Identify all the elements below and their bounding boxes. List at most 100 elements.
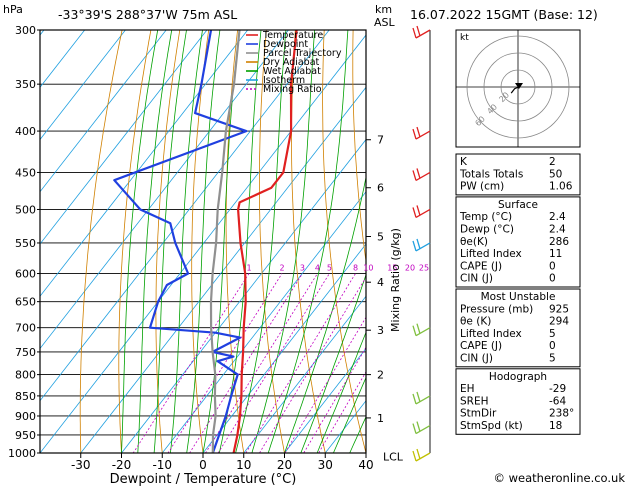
table-row-value: 1.06	[549, 181, 573, 193]
pressure-tick-label: 900	[15, 410, 36, 423]
barb-flag	[412, 207, 417, 218]
table-row-value: 5	[549, 353, 556, 365]
km-tick-label: 5	[377, 231, 384, 244]
mixing-ratio-label: 25	[419, 264, 429, 273]
wet-adiabat	[169, 30, 203, 453]
table-box	[455, 196, 581, 288]
pressure-tick-label: 750	[15, 346, 36, 359]
mixing-ratio-label: 3	[300, 264, 305, 273]
table-row-value: 18	[549, 420, 562, 432]
series-parcel-trajectory	[209, 30, 241, 453]
table-row-value: 0	[549, 260, 556, 272]
table-row-label: SREH	[460, 395, 489, 407]
dry-adiabat	[352, 30, 366, 264]
table-row-label: CAPE (J)	[460, 260, 502, 272]
hodograph-ring	[483, 52, 553, 122]
x-axis-label: Dewpoint / Temperature (°C)	[110, 472, 297, 486]
km-tick-label: LCL	[383, 450, 404, 463]
mixing-ratio-label: 2	[279, 264, 284, 273]
asl-label: ASL	[374, 16, 396, 29]
mixing-ratio-line	[259, 276, 366, 453]
table-row-label: Lifted Index	[460, 248, 522, 260]
wind-barb	[412, 238, 431, 252]
barb-flag	[412, 450, 417, 462]
wet-adiabat	[121, 30, 159, 453]
temp-tick-label: -10	[152, 458, 172, 472]
wind-barb	[412, 205, 431, 219]
table-row-label: K	[460, 156, 468, 168]
wind-barb	[412, 126, 431, 140]
barb-staff	[415, 130, 431, 140]
table-row-value: 0	[549, 340, 556, 352]
dry-adiabat	[191, 30, 210, 453]
barb-staff	[415, 327, 431, 337]
barb-flag	[412, 170, 417, 181]
mixing-ratio-label: 4	[315, 264, 320, 273]
mixing-ratio-label: 8	[353, 264, 358, 273]
temp-tick-label: 10	[236, 458, 251, 472]
pressure-tick-label: 800	[15, 369, 36, 382]
location-title: -33°39'S 288°37'W 75m ASL	[58, 7, 237, 22]
isotherm-line	[40, 30, 167, 193]
table-row-label: CIN (J)	[460, 273, 493, 285]
barb-staff	[415, 425, 431, 435]
table-row-value: 925	[549, 303, 569, 315]
km-label: km	[375, 3, 392, 16]
legend-label: Mixing Ratio	[263, 84, 322, 95]
wet-adiabat	[153, 30, 187, 453]
table-box	[455, 368, 581, 435]
mixing-ratio-line	[132, 273, 250, 453]
pressure-tick-label: 550	[15, 237, 36, 250]
header: hPa -33°39'S 288°37'W 75m ASL km ASL 16.…	[3, 3, 598, 29]
barb-flag	[412, 128, 417, 140]
temp-tick-label: 20	[277, 458, 292, 472]
wind-barb	[412, 323, 431, 337]
barb-flag	[416, 448, 421, 460]
storm-motion-marker	[515, 83, 523, 89]
pressure-tick-label: 450	[15, 166, 36, 179]
series-dewpoint	[113, 30, 248, 453]
hodograph-kt-label: kt	[460, 33, 469, 43]
mixing-ratio-line	[167, 273, 283, 453]
km-tick-label: 3	[377, 324, 384, 337]
wet-adiabat	[300, 273, 366, 453]
barb-flag	[416, 168, 421, 179]
mixing-ratio-label: 5	[327, 264, 332, 273]
pressure-tick-label: 850	[15, 390, 36, 403]
km-tick-label: 4	[377, 276, 384, 289]
table-row-label: PW (cm)	[460, 181, 504, 193]
table-row-label: Temp (°C)	[459, 211, 512, 223]
barb-staff	[415, 452, 431, 462]
table-row-value: 5	[549, 328, 556, 340]
wet-adiabat	[316, 331, 366, 453]
barb-flag	[412, 240, 417, 252]
wet-adiabat	[202, 30, 240, 453]
mixing-ratio-line	[245, 273, 356, 453]
legend-label: Temperature	[262, 30, 323, 41]
pressure-tick-label: 350	[15, 78, 36, 91]
hodograph-ring	[500, 69, 536, 105]
barb-flag	[416, 25, 421, 37]
pressure-tick-label: 300	[15, 24, 36, 37]
barb-flag	[416, 421, 421, 432]
table-row-label: EH	[460, 383, 475, 395]
table-section-title: Surface	[498, 199, 538, 211]
table-row-label: Pressure (mb)	[460, 303, 533, 315]
barb-flag	[416, 205, 421, 216]
mixing-ratio-label: 10	[363, 264, 373, 273]
table-box	[455, 153, 581, 196]
legend-label: Dry Adiabat	[263, 57, 320, 68]
skewt-axes: 3003504004505005506006507007508008509009…	[8, 24, 429, 472]
isotherm-line	[283, 347, 366, 453]
isotherm-line	[40, 30, 289, 350]
table-row-label: StmDir	[460, 408, 497, 420]
wet-adiabat	[235, 30, 287, 453]
barb-flag	[416, 323, 421, 334]
legend-label: Dewpoint	[263, 39, 308, 50]
table-row-label: CAPE (J)	[460, 340, 502, 352]
